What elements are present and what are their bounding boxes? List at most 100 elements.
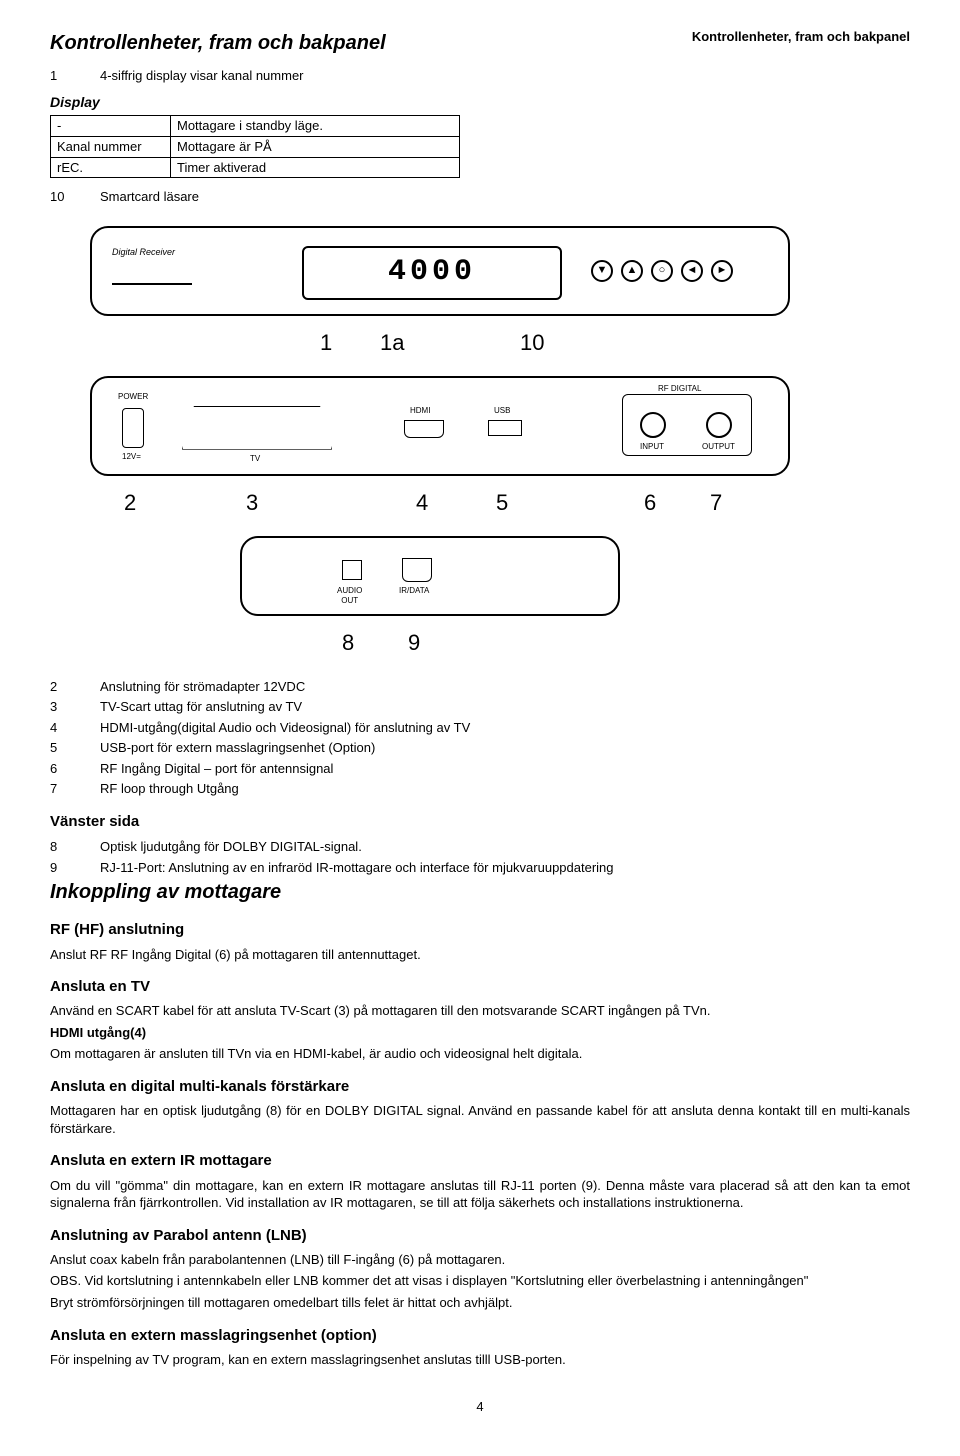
card-slot bbox=[112, 283, 192, 285]
hdmi-port-icon bbox=[404, 420, 444, 438]
usb-label: USB bbox=[494, 406, 510, 417]
mass-body: För inspelning av TV program, kan en ext… bbox=[50, 1351, 910, 1369]
hdmi-label: HDMI bbox=[410, 406, 430, 417]
n: 4 bbox=[50, 719, 100, 737]
callout-6: 6 bbox=[644, 488, 656, 518]
n: 3 bbox=[50, 698, 100, 716]
callout-5: 5 bbox=[496, 488, 508, 518]
t: HDMI-utgång(digital Audio och Videosigna… bbox=[100, 719, 910, 737]
tv-heading: Ansluta en TV bbox=[50, 977, 910, 997]
ir-heading: Ansluta en extern IR mottagare bbox=[50, 1151, 910, 1171]
rf-output-icon bbox=[706, 412, 732, 438]
lnb-body-2: OBS. Vid kortslutning i antennkabeln ell… bbox=[50, 1272, 910, 1290]
rf-digital-label: RF DIGITAL bbox=[658, 384, 701, 395]
cell: Mottagare i standby läge. bbox=[171, 116, 460, 137]
callout-1: 1 bbox=[320, 328, 332, 358]
line-10-text: Smartcard läsare bbox=[100, 188, 910, 206]
intro-text: 4-siffrig display visar kanal nummer bbox=[100, 67, 910, 85]
tv-body-1: Använd en SCART kabel för att ansluta TV… bbox=[50, 1002, 910, 1020]
conn-row: 5USB-port för extern masslagringsenhet (… bbox=[50, 739, 910, 757]
cell: rEC. bbox=[51, 157, 171, 178]
display-section-label: Display bbox=[50, 93, 910, 112]
usb-port-icon bbox=[488, 420, 522, 436]
conn-row: 4HDMI-utgång(digital Audio och Videosign… bbox=[50, 719, 910, 737]
v12-label: 12V= bbox=[122, 452, 141, 463]
t: RJ-11-Port: Anslutning av en infraröd IR… bbox=[100, 859, 910, 877]
callout-3: 3 bbox=[246, 488, 258, 518]
n: 6 bbox=[50, 760, 100, 778]
conn-row: 7RF loop through Utgång bbox=[50, 780, 910, 798]
side-panel: AUDIO OUT IR/DATA bbox=[240, 536, 620, 616]
n: 2 bbox=[50, 678, 100, 696]
cell: Timer aktiverad bbox=[171, 157, 460, 178]
n: 7 bbox=[50, 780, 100, 798]
table-row: rEC. Timer aktiverad bbox=[51, 157, 460, 178]
rf-input-icon bbox=[640, 412, 666, 438]
rf-body: Anslut RF RF Ingång Digital (6) på motta… bbox=[50, 946, 910, 964]
t: USB-port för extern masslagringsenhet (O… bbox=[100, 739, 910, 757]
t: TV-Scart uttag för anslutning av TV bbox=[100, 698, 910, 716]
down-button-icon: ▼ bbox=[591, 260, 613, 282]
t: Optisk ljudutgång för DOLBY DIGITAL-sign… bbox=[100, 838, 910, 856]
cell: - bbox=[51, 116, 171, 137]
callout-4: 4 bbox=[416, 488, 428, 518]
tv-label: TV bbox=[250, 454, 260, 465]
up-button-icon: ▲ bbox=[621, 260, 643, 282]
right-button-icon: ► bbox=[711, 260, 733, 282]
left-side-heading: Vänster sida bbox=[50, 812, 910, 832]
front-buttons: ▼ ▲ ○ ◄ ► bbox=[591, 260, 733, 282]
callout-2: 2 bbox=[124, 488, 136, 518]
power-port-icon bbox=[122, 408, 144, 448]
audio-out-label: AUDIO OUT bbox=[337, 586, 362, 608]
irdata-port-icon bbox=[402, 558, 432, 582]
seg-display: 4000 bbox=[302, 246, 562, 300]
audio-out-port-icon bbox=[342, 560, 362, 580]
intro-num: 1 bbox=[50, 67, 100, 85]
side-panel-numbers: 8 9 bbox=[240, 628, 620, 658]
conn-row: 6RF Ingång Digital – port för antennsign… bbox=[50, 760, 910, 778]
table-row: - Mottagare i standby läge. bbox=[51, 116, 460, 137]
mass-heading: Ansluta en extern masslagringsenhet (opt… bbox=[50, 1326, 910, 1346]
tv-body-3: Om mottagaren är ansluten till TVn via e… bbox=[50, 1045, 910, 1063]
t: Anslutning för strömadapter 12VDC bbox=[100, 678, 910, 696]
callout-7: 7 bbox=[710, 488, 722, 518]
left-button-icon: ◄ bbox=[681, 260, 703, 282]
irdata-label: IR/DATA bbox=[399, 586, 429, 597]
front-panel-numbers: 1 1a 10 bbox=[90, 328, 790, 358]
table-row: Kanal nummer Mottagare är PÅ bbox=[51, 136, 460, 157]
conn-row: 3TV-Scart uttag för anslutning av TV bbox=[50, 698, 910, 716]
input-label: INPUT bbox=[640, 442, 664, 453]
intro-row: 1 4-siffrig display visar kanal nummer bbox=[50, 67, 910, 85]
side-row: 8Optisk ljudutgång för DOLBY DIGITAL-sig… bbox=[50, 838, 910, 856]
header-right: Kontrollenheter, fram och bakpanel bbox=[692, 28, 910, 46]
cell: Kanal nummer bbox=[51, 136, 171, 157]
scart-port-icon bbox=[182, 406, 332, 450]
callout-10: 10 bbox=[520, 328, 544, 358]
t: RF loop through Utgång bbox=[100, 780, 910, 798]
lnb-body-1: Anslut coax kabeln från parabolantennen … bbox=[50, 1251, 910, 1269]
amp-body: Mottagaren har en optisk ljudutgång (8) … bbox=[50, 1102, 910, 1137]
hdmi-subhead: HDMI utgång(4) bbox=[50, 1024, 910, 1042]
t: RF Ingång Digital – port för antennsigna… bbox=[100, 760, 910, 778]
rear-panel: POWER 12V= TV HDMI USB RF DIGITAL INPUT … bbox=[90, 376, 790, 476]
rf-heading: RF (HF) anslutning bbox=[50, 920, 910, 940]
line-10: 10 Smartcard läsare bbox=[50, 188, 910, 206]
conn-row: 2Anslutning för strömadapter 12VDC bbox=[50, 678, 910, 696]
lnb-body-3: Bryt strömförsörjningen till mottagaren … bbox=[50, 1294, 910, 1312]
output-label: OUTPUT bbox=[702, 442, 735, 453]
device-diagram: Digital Receiver 4000 ▼ ▲ ○ ◄ ► 1 1a 10 … bbox=[90, 226, 910, 658]
digital-receiver-label: Digital Receiver bbox=[112, 246, 175, 258]
rear-panel-numbers: 2 3 4 5 6 7 bbox=[90, 488, 790, 518]
ok-button-icon: ○ bbox=[651, 260, 673, 282]
n: 9 bbox=[50, 859, 100, 877]
front-panel: Digital Receiver 4000 ▼ ▲ ○ ◄ ► bbox=[90, 226, 790, 316]
n: 8 bbox=[50, 838, 100, 856]
page-number: 4 bbox=[50, 1398, 910, 1416]
amp-heading: Ansluta en digital multi-kanals förstärk… bbox=[50, 1077, 910, 1097]
callout-8: 8 bbox=[342, 628, 354, 658]
callout-1a: 1a bbox=[380, 328, 404, 358]
side-row: 9RJ-11-Port: Anslutning av en infraröd I… bbox=[50, 859, 910, 877]
inkoppling-heading: Inkoppling av mottagare bbox=[50, 879, 910, 906]
ir-body: Om du vill "gömma" din mottagare, kan en… bbox=[50, 1177, 910, 1212]
display-table: - Mottagare i standby läge. Kanal nummer… bbox=[50, 115, 460, 178]
